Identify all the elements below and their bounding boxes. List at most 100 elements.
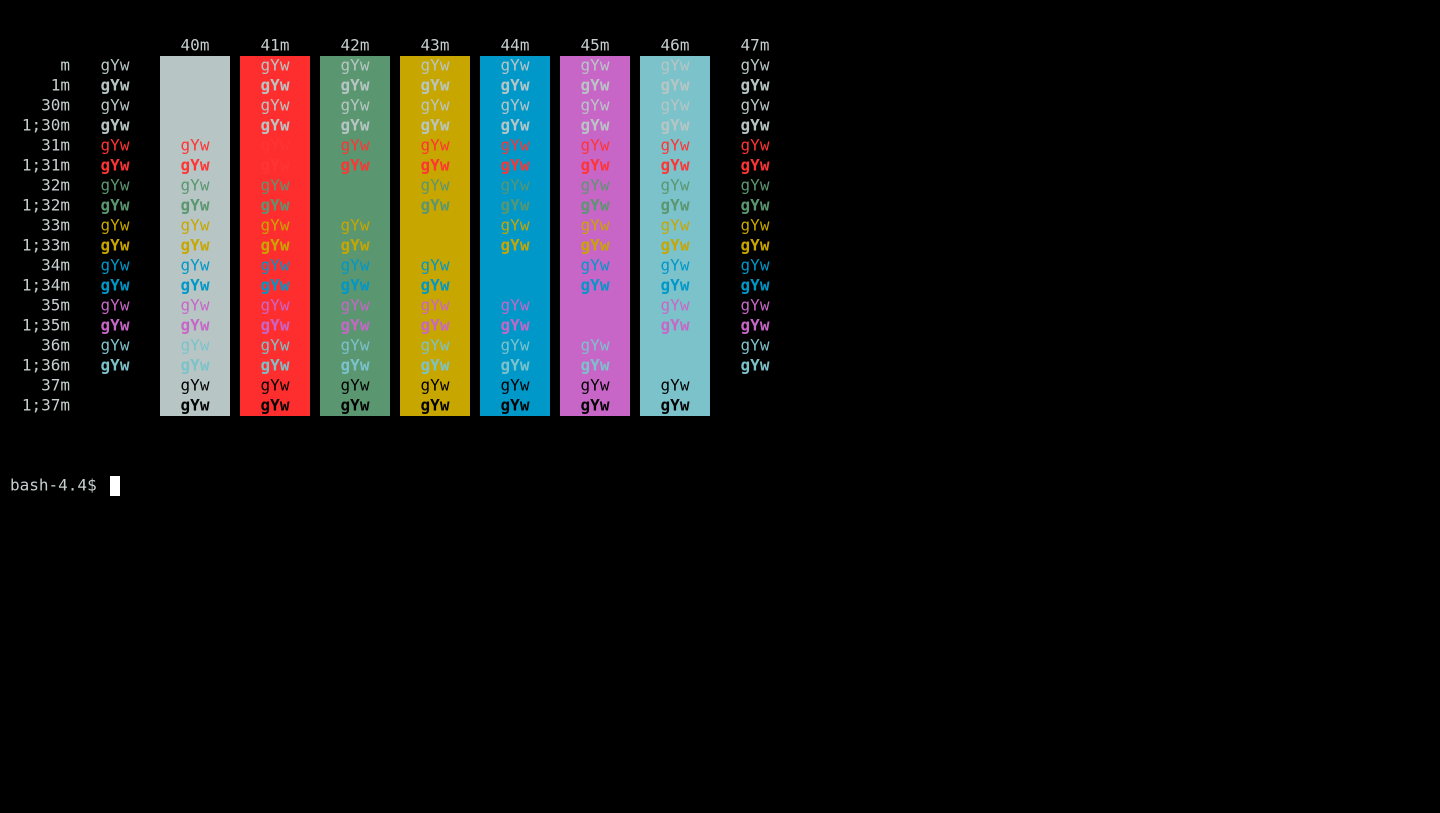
sample-cell: gYw [581,296,610,315]
background-column [320,56,390,416]
sample-cell: gYw [741,156,770,175]
background-column [720,56,790,416]
sample-cell: gYw [101,236,130,255]
sample-cell: gYw [661,216,690,235]
sample-cell: gYw [661,96,690,115]
sample-cell: gYw [341,156,370,175]
sample-cell: gYw [181,216,210,235]
sample-cell: gYw [261,336,290,355]
sample-cell: gYw [421,216,450,235]
sample-cell: gYw [421,376,450,395]
sample-cell: gYw [501,356,530,375]
sample-cell: gYw [661,156,690,175]
sample-cell: gYw [661,356,690,375]
sample-cell: gYw [261,176,290,195]
row-label: 36m [41,336,70,355]
sample-cell: gYw [661,316,690,335]
sample-cell: gYw [101,316,130,335]
sample-cell: gYw [261,156,290,175]
sample-cell: gYw [261,56,290,75]
sample-cell: gYw [261,196,290,215]
sample-cell: gYw [181,376,210,395]
sample-cell: gYw [101,396,130,415]
sample-cell: gYw [661,236,690,255]
row-label: 1;33m [22,236,70,255]
sample-cell: gYw [181,256,210,275]
sample-cell: gYw [101,276,130,295]
column-header: 43m [421,36,450,55]
sample-cell: gYw [261,136,290,155]
sample-cell: gYw [101,96,130,115]
sample-cell: gYw [101,156,130,175]
sample-cell: gYw [101,56,130,75]
sample-cell: gYw [741,256,770,275]
sample-cell: gYw [501,116,530,135]
column-header: 46m [661,36,690,55]
sample-cell: gYw [581,316,610,335]
sample-cell: gYw [741,376,770,395]
row-label: 32m [41,176,70,195]
sample-cell: gYw [661,196,690,215]
row-label: 34m [41,256,70,275]
sample-cell: gYw [501,216,530,235]
sample-cell: gYw [181,116,210,135]
sample-cell: gYw [421,76,450,95]
sample-cell: gYw [341,216,370,235]
sample-cell: gYw [501,296,530,315]
sample-cell: gYw [341,296,370,315]
sample-cell: gYw [261,356,290,375]
sample-cell: gYw [661,176,690,195]
sample-cell: gYw [341,336,370,355]
row-label: 1;37m [22,396,70,415]
sample-cell: gYw [501,276,530,295]
sample-cell: gYw [421,336,450,355]
sample-cell: gYw [501,76,530,95]
sample-cell: gYw [741,196,770,215]
column-header: 42m [341,36,370,55]
sample-cell: gYw [661,376,690,395]
column-header: 47m [741,36,770,55]
sample-cell: gYw [181,196,210,215]
sample-cell: gYw [261,376,290,395]
sample-cell: gYw [501,256,530,275]
sample-cell: gYw [261,116,290,135]
sample-cell: gYw [101,196,130,215]
sample-cell: gYw [741,116,770,135]
sample-cell: gYw [261,256,290,275]
background-column [480,56,550,416]
row-label: 1m [51,76,70,95]
sample-cell: gYw [341,96,370,115]
sample-cell: gYw [661,76,690,95]
column-header: 45m [581,36,610,55]
sample-cell: gYw [181,276,210,295]
background-column [240,56,310,416]
sample-cell: gYw [181,96,210,115]
sample-cell: gYw [101,136,130,155]
sample-cell: gYw [741,336,770,355]
sample-cell: gYw [341,356,370,375]
sample-cell: gYw [101,76,130,95]
background-column [400,56,470,416]
sample-cell: gYw [501,396,530,415]
sample-cell: gYw [581,256,610,275]
column-header: 40m [181,36,210,55]
row-label: 35m [41,296,70,315]
sample-cell: gYw [421,116,450,135]
sample-cell: gYw [341,276,370,295]
sample-cell: gYw [261,216,290,235]
sample-cell: gYw [341,376,370,395]
sample-cell: gYw [581,116,610,135]
sample-cell: gYw [581,176,610,195]
row-label: 1;30m [22,116,70,135]
sample-cell: gYw [741,316,770,335]
sample-cell: gYw [421,196,450,215]
sample-cell: gYw [181,136,210,155]
sample-cell: gYw [661,56,690,75]
sample-cell: gYw [261,96,290,115]
sample-cell: gYw [501,56,530,75]
row-label: 1;36m [22,356,70,375]
sample-cell: gYw [101,176,130,195]
row-label: 1;32m [22,196,70,215]
sample-cell: gYw [101,376,130,395]
